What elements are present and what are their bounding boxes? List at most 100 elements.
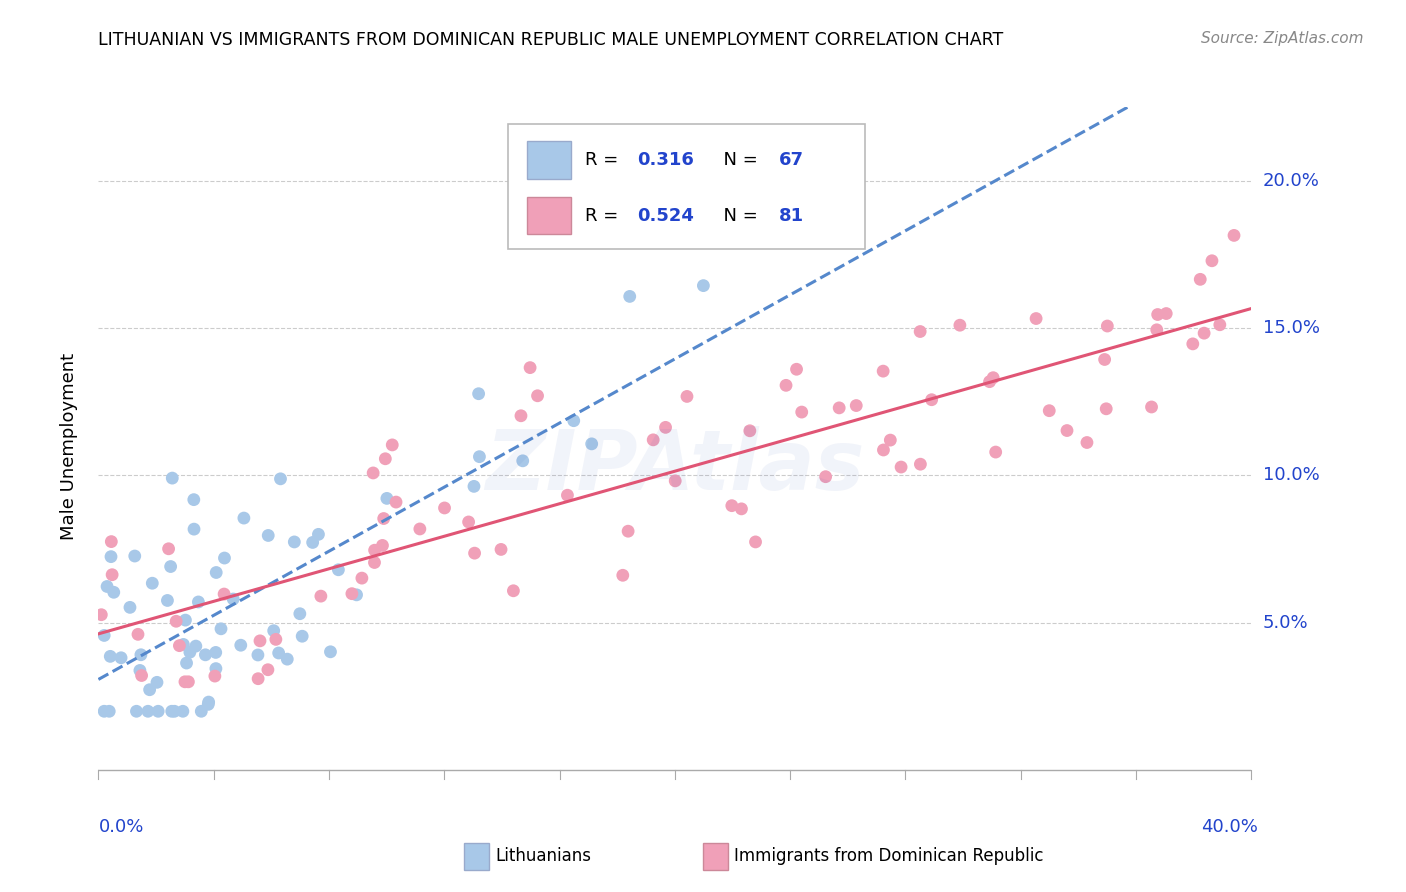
Bar [527, 197, 571, 234]
Point [263, 624, 285, 638]
Point [90, 607, 112, 622]
Point [267, 646, 290, 660]
Point [183, 492, 205, 507]
Point [676, 389, 699, 403]
Text: Immigrants from Dominican Republic: Immigrants from Dominican Republic [734, 847, 1043, 865]
Point [1038, 403, 1060, 417]
Point [229, 638, 252, 652]
Point [96, 579, 118, 593]
Point [222, 592, 245, 607]
Point [489, 542, 512, 557]
Text: 0.524: 0.524 [637, 207, 693, 225]
Y-axis label: Male Unemployment: Male Unemployment [59, 352, 77, 540]
Point [187, 595, 209, 609]
Point [363, 543, 385, 558]
Text: LITHUANIAN VS IMMIGRANTS FROM DOMINICAN REPUBLIC MALE UNEMPLOYMENT CORRELATION C: LITHUANIAN VS IMMIGRANTS FROM DOMINICAN … [98, 31, 1004, 49]
Point [101, 567, 124, 582]
Point [93, 628, 115, 642]
Point [93, 704, 115, 718]
Text: 0.316: 0.316 [637, 151, 693, 169]
Point [205, 662, 228, 676]
Point [98, 704, 121, 718]
Point [257, 528, 280, 542]
Point [744, 535, 766, 549]
Point [363, 556, 385, 570]
Point [1095, 401, 1118, 416]
Point [562, 414, 585, 428]
Point [212, 587, 235, 601]
Point [176, 656, 198, 670]
Point [463, 479, 485, 493]
Point [738, 424, 761, 438]
Point [1025, 311, 1047, 326]
Text: 67: 67 [779, 151, 804, 169]
Point [340, 587, 363, 601]
Point [127, 627, 149, 641]
Point [1076, 435, 1098, 450]
Point [100, 549, 122, 564]
Point [1146, 308, 1168, 322]
Point [664, 474, 686, 488]
Point [730, 501, 752, 516]
Point [172, 637, 194, 651]
Point [165, 614, 187, 628]
Point [125, 704, 148, 718]
Point [124, 549, 146, 563]
Point [1056, 424, 1078, 438]
Point [581, 437, 603, 451]
Point [141, 576, 163, 591]
Point [786, 362, 808, 376]
Point [1192, 326, 1215, 340]
Point [1146, 323, 1168, 337]
Point [1209, 318, 1232, 332]
Point [159, 559, 181, 574]
Point [163, 704, 186, 718]
Point [1154, 307, 1177, 321]
Text: N =: N = [711, 151, 763, 169]
Point [617, 524, 640, 539]
Point [197, 698, 219, 712]
Point [276, 652, 298, 666]
Point [910, 457, 932, 471]
Point [1097, 318, 1119, 333]
Point [172, 704, 194, 718]
Text: ZIPAtlas: ZIPAtlas [485, 425, 865, 507]
Point [205, 566, 228, 580]
Point [720, 499, 742, 513]
Point [510, 409, 533, 423]
Point [184, 639, 207, 653]
Point [194, 648, 217, 662]
Point [1140, 400, 1163, 414]
Point [110, 650, 132, 665]
Point [643, 433, 665, 447]
Point [921, 392, 943, 407]
Point [98, 649, 121, 664]
Point [177, 674, 200, 689]
Point [162, 471, 184, 485]
FancyBboxPatch shape [508, 124, 865, 250]
Point [464, 546, 486, 560]
Point [984, 445, 1007, 459]
Point [249, 633, 271, 648]
Point [361, 466, 384, 480]
Text: 40.0%: 40.0% [1202, 818, 1258, 836]
Text: 0.0%: 0.0% [98, 818, 143, 836]
Point [156, 593, 179, 607]
Point [209, 622, 232, 636]
Point [169, 639, 191, 653]
Point [612, 568, 634, 582]
Text: 20.0%: 20.0% [1263, 172, 1320, 190]
Point [619, 289, 641, 303]
Point [828, 401, 851, 415]
Point [179, 645, 201, 659]
Point [129, 648, 152, 662]
Point [146, 704, 169, 718]
Text: Lithuanians: Lithuanians [495, 847, 591, 865]
Point [197, 695, 219, 709]
Point [264, 632, 287, 647]
Point [301, 535, 323, 549]
Text: 81: 81 [779, 207, 804, 225]
Point [385, 495, 408, 509]
Point [138, 682, 160, 697]
Point [131, 668, 153, 682]
